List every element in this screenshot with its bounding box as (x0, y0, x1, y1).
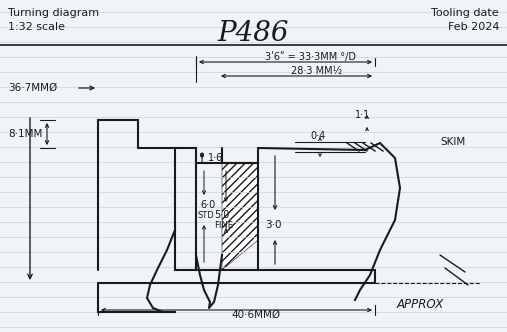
Text: 3ʹ6ʺ = 33·3MM °/D: 3ʹ6ʺ = 33·3MM °/D (265, 52, 356, 62)
Text: 0·4: 0·4 (310, 131, 325, 141)
Text: FINE: FINE (214, 220, 233, 229)
Text: APPROX: APPROX (396, 298, 444, 311)
Text: P486: P486 (218, 20, 289, 46)
Text: 1:32 scale: 1:32 scale (8, 22, 65, 32)
Text: 40·6MMØ: 40·6MMØ (232, 310, 281, 320)
Text: 1·6: 1·6 (208, 153, 223, 163)
Text: 8·1MM: 8·1MM (8, 129, 43, 139)
Text: Tooling date: Tooling date (431, 8, 499, 18)
Text: SKIM: SKIM (440, 137, 465, 147)
Text: Turning diagram: Turning diagram (8, 8, 99, 18)
Text: 6·0: 6·0 (200, 200, 215, 210)
Text: 3·0: 3·0 (265, 220, 281, 230)
Text: 5·0: 5·0 (214, 210, 229, 220)
Text: Feb 2024: Feb 2024 (448, 22, 499, 32)
Text: 36·7MMØ: 36·7MMØ (8, 83, 57, 93)
Text: STD: STD (198, 210, 215, 219)
Text: 28·3 MM½: 28·3 MM½ (291, 66, 342, 76)
Text: 1·1: 1·1 (355, 110, 370, 120)
Polygon shape (222, 163, 258, 270)
